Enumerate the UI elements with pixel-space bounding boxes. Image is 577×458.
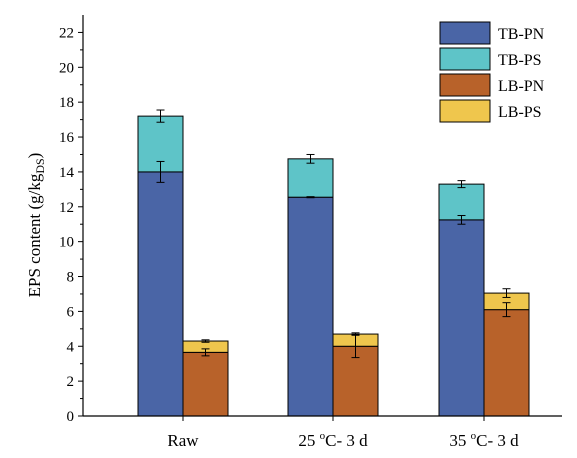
y-tick-label-12: 12 (59, 200, 74, 216)
x-category-label-0: Raw (167, 431, 199, 450)
y-tick-label-2: 2 (67, 374, 75, 390)
bars-layer (137, 115, 530, 417)
y-tick-label-18: 18 (59, 95, 74, 111)
bar-tb-pn-2 (438, 219, 485, 417)
legend-label-tb-pn: TB-PN (498, 26, 545, 43)
legend-swatch-tb-ps (439, 47, 491, 71)
bar-lb-pn-0 (182, 351, 229, 417)
legend-label-lb-pn: LB-PN (498, 78, 545, 95)
y-tick-label-14: 14 (59, 165, 75, 181)
bar-tb-pn-1 (287, 196, 334, 417)
bar-tb-pn-0 (137, 171, 184, 417)
y-tick-label-20: 20 (59, 60, 74, 76)
y-tick-label-4: 4 (67, 339, 75, 355)
x-category-label-1: 25 oC- 3 d (298, 430, 368, 450)
y-axis-title: EPS content (g/kgDS) (25, 153, 47, 298)
error-bars-layer (156, 109, 511, 359)
y-tick-label-8: 8 (67, 270, 75, 286)
y-tick-label-22: 22 (59, 25, 74, 41)
bar-tb-ps-2 (438, 183, 485, 221)
x-category-label-2: 35 oC- 3 d (449, 430, 519, 450)
legend-label-tb-ps: TB-PS (498, 52, 542, 69)
y-tick-label-10: 10 (59, 235, 74, 251)
y-tick-label-0: 0 (67, 409, 75, 425)
legend-swatch-lb-ps (439, 99, 491, 123)
legend-label-lb-ps: LB-PS (498, 104, 542, 121)
legend-swatch-lb-pn (439, 73, 491, 97)
legend-swatch-tb-pn (439, 21, 491, 45)
axes-layer: 0 2 4 6 8 10 12 14 16 18 20 22 (59, 15, 562, 425)
bar-lb-pn-2 (483, 309, 530, 417)
y-tick-label-16: 16 (59, 130, 75, 146)
bar-tb-ps-1 (287, 158, 334, 198)
y-tick-label-6: 6 (67, 304, 75, 320)
legend: TB-PN TB-PS LB-PN LB-PS (439, 21, 545, 123)
x-category-labels: Raw 25 oC- 3 d 35 oC- 3 d (167, 430, 519, 450)
